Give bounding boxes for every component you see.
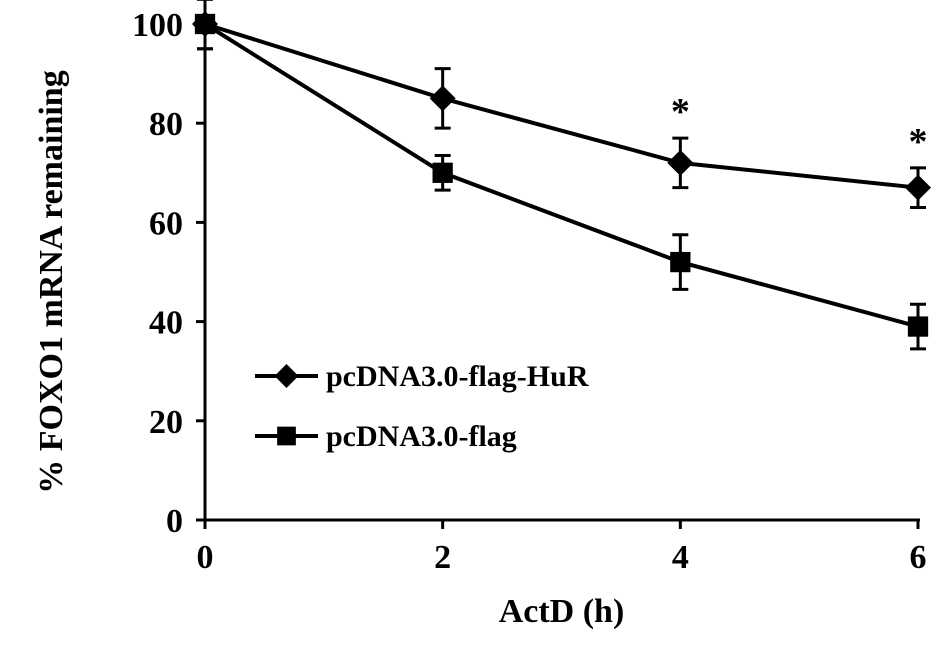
- legend-label: pcDNA3.0-flag-HuR: [326, 360, 589, 393]
- y-tick-label: 40: [149, 305, 183, 342]
- legend-marker: [274, 364, 299, 388]
- y-axis-ticks: 0 20 40 60 80 100: [132, 7, 205, 540]
- x-tick-label: 4: [672, 539, 689, 576]
- y-tick-label: 100: [132, 7, 183, 44]
- significance-marker: *: [671, 91, 690, 133]
- data-point: [429, 85, 456, 112]
- plot-area: **: [192, 0, 931, 351]
- x-tick-label: 6: [910, 539, 927, 576]
- x-axis-ticks: 0 2 4 6: [197, 520, 927, 576]
- axes: [203, 20, 920, 522]
- y-axis-title: % FOXO1 mRNA remaining: [33, 70, 70, 493]
- y-tick-label: 60: [149, 205, 183, 242]
- y-tick-label: 20: [149, 404, 183, 441]
- x-tick-label: 0: [197, 539, 214, 576]
- y-tick-label: 0: [166, 503, 183, 540]
- legend: pcDNA3.0-flag-HuR pcDNA3.0-flag: [255, 360, 589, 453]
- legend-marker: [277, 426, 296, 446]
- legend-entry: pcDNA3.0-flag: [255, 420, 517, 453]
- series-line: [204, 22, 919, 190]
- data-point: [667, 149, 694, 176]
- data-point: [432, 162, 453, 183]
- x-tick-label: 2: [434, 539, 451, 576]
- legend-entry: pcDNA3.0-flag-HuR: [255, 360, 589, 393]
- y-tick-label: 80: [149, 106, 183, 143]
- data-point: [670, 251, 691, 273]
- data-point: [905, 174, 931, 201]
- data-point: [907, 316, 929, 337]
- x-axis-title: ActD (h): [499, 593, 625, 630]
- significance-marker: *: [909, 121, 928, 163]
- series-diamond: **: [192, 0, 931, 210]
- series-square: [194, 0, 929, 351]
- legend-label: pcDNA3.0-flag: [326, 420, 517, 453]
- series-line: [203, 22, 919, 329]
